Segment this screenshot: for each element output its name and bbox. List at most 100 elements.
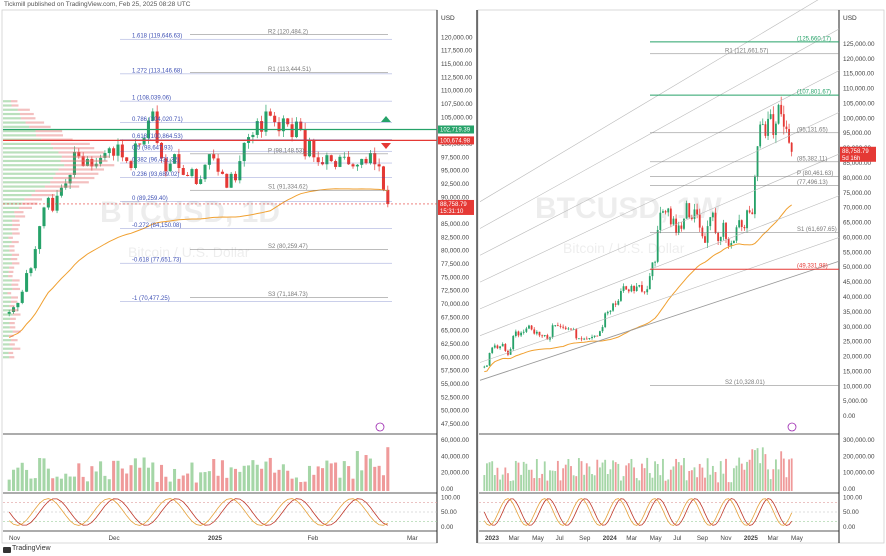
volume-profile-bar-up [3,125,30,128]
volume-profile-bar-down [31,194,55,197]
candle-body [504,344,507,351]
y-tick-label: 50,000.00 [441,408,470,415]
oscillator-line [483,498,793,526]
volume-profile-bar-up [3,245,10,248]
candle-body [596,335,599,337]
volume-profile-bar-down [35,134,63,137]
volume-profile-bar-up [3,211,15,214]
volume-profile-bar-down [9,249,15,252]
volume-profile-bar-up [3,334,9,337]
volume-bar [325,460,329,491]
volume-bar [312,474,316,491]
volume-profile-bar-down [55,172,99,175]
volume-profile-bar-up [3,168,59,171]
candle-body [334,161,338,167]
oscillator-tick-label: 0.00 [843,524,856,531]
candle-body [677,225,680,233]
volume-bar [321,468,325,491]
volume-profile-bar-up [3,108,18,111]
volume-bar [633,467,635,491]
volume-profile-bar-up [3,339,12,342]
candle-body [347,156,351,165]
candle-body [606,311,609,314]
y-tick-label: 117,500.00 [441,48,473,55]
volume-profile-bar-down [18,206,32,209]
volume-bar [142,457,146,491]
volume-bar [675,458,678,491]
tradingview-logo-icon [3,547,11,553]
volume-bar [730,482,733,491]
y-tick-label: 70,000.00 [843,205,872,212]
volume-tick-label: 60,000.00 [441,437,470,444]
volume-profile-bar-down [8,351,14,355]
pivot-level-label: S1 (91,334.62) [268,185,308,191]
volume-bar [543,461,546,491]
volume-bar [669,469,672,491]
candle-body [685,203,688,219]
candle-body [68,174,72,184]
volume-bar [522,461,525,491]
candle-body [355,164,359,167]
x-tick-label: 2024 [603,535,618,542]
x-tick-label: Mar [509,535,520,542]
volume-profile-bar-down [50,181,89,184]
candle-body [704,236,706,243]
y-tick-label: 10,000.00 [843,383,872,390]
candle-body [133,143,137,168]
candle-body [646,289,649,293]
volume-bar [29,478,33,491]
oscillator-tick-label: 0.00 [441,524,454,531]
volume-bar [216,475,220,491]
candle-body [591,336,593,339]
volume-bar [186,473,190,491]
candle-body [680,225,683,229]
candle-body [233,173,238,181]
footer-bar: TradingView [0,544,886,556]
candle-body [635,286,638,292]
volume-bar [351,478,355,491]
volume-bar [247,465,251,491]
candle-body [620,291,622,301]
y-tick-label: 100,000.00 [441,141,473,148]
candle-body [151,111,155,121]
volume-bar [81,476,85,491]
candle-body [717,232,720,241]
y-tick-label: 40,000.00 [843,294,872,301]
candle-body [601,327,604,332]
y-tick-label: 115,000.00 [843,71,875,78]
volume-bar [612,460,614,491]
candle-body [512,335,515,350]
candle-body [759,124,762,147]
volume-bar [373,466,377,491]
fib-level-label: -1 (70,477.25) [132,296,170,302]
volume-bar [138,467,142,491]
candle-body [142,138,146,145]
volume-bar [535,459,538,491]
candle-body [159,142,164,159]
volume-bar [562,468,565,491]
pivot-level-label: R2 (120,484.2) [268,29,308,35]
volume-bar [606,474,609,491]
candle-body [598,331,601,336]
volume-bar [780,451,783,491]
candle-body [709,217,712,227]
volume-bar [664,480,667,491]
candle-body [90,158,94,167]
volume-bar [33,478,37,491]
candle-body [567,328,570,330]
volume-profile-bar-up [3,219,13,222]
volume-profile-bar-up [3,130,36,133]
candle-body [203,164,207,180]
volume-bar [225,477,229,491]
volume-bar [151,462,155,491]
volume-profile-bar-up [3,300,11,303]
volume-bar [155,481,159,491]
volume-profile-bar-down [9,245,15,248]
volume-bar [759,463,762,491]
y-tick-label: 67,500.00 [441,314,470,321]
candle-body [667,208,670,213]
y-tick-label: 105,000.00 [441,114,473,121]
oscillator-tick-label: 50.00 [843,509,859,516]
candle-body [643,291,646,293]
volume-profile-bar-down [12,287,20,291]
